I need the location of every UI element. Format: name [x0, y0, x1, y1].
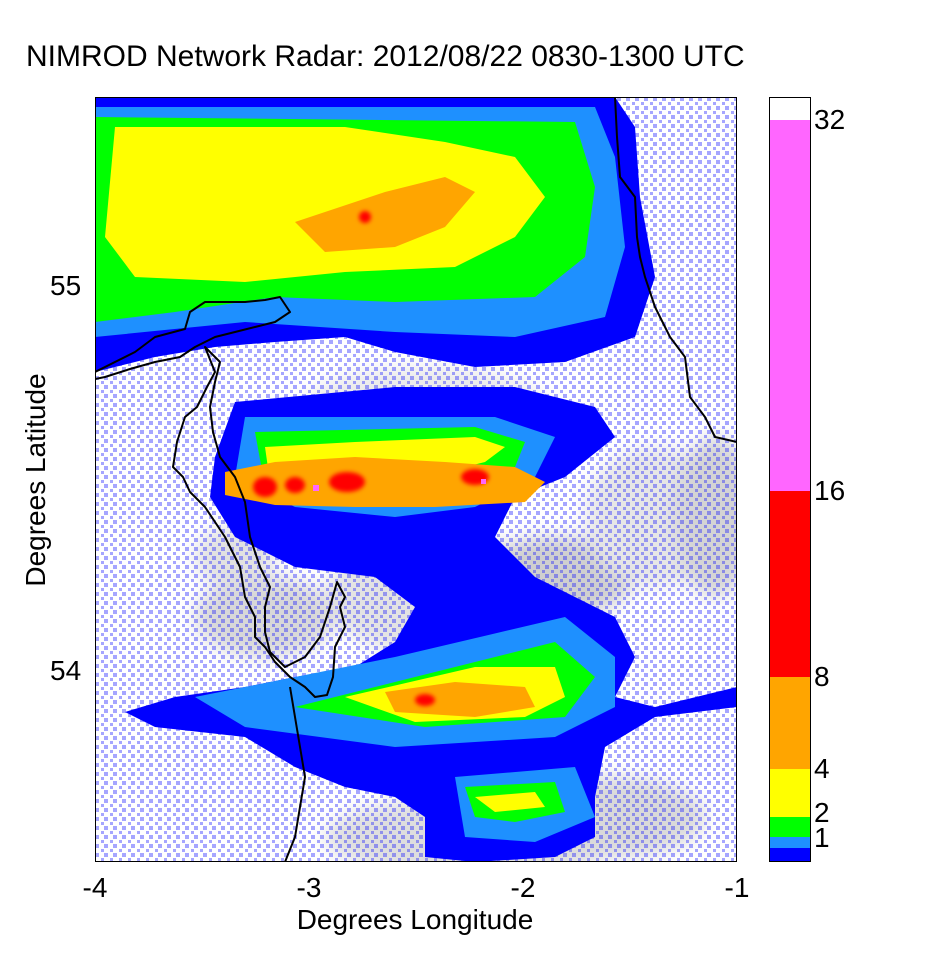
colorbar-segment [769, 677, 811, 769]
coastline-east [614, 97, 737, 443]
colorbar-tick-label: 32 [814, 104, 846, 135]
colorbar [769, 97, 811, 862]
colorbar-segment [769, 120, 811, 491]
colorbar-segment [769, 769, 811, 817]
x-tick-label: -4 [82, 872, 108, 903]
x-tick-label: -2 [510, 872, 536, 903]
plot-frame [95, 97, 737, 862]
y-axis-label: Degrees Latitude [20, 373, 51, 587]
x-axis-label: Degrees Longitude [296, 904, 534, 935]
coastline [95, 296, 346, 698]
y-tick-label: 55 [50, 270, 82, 301]
y-tick-label: 54 [50, 655, 82, 686]
colorbar-segment [769, 837, 811, 848]
precip-level-4 [225, 177, 545, 717]
colorbar-segment [769, 848, 811, 862]
coastline-south [284, 686, 307, 862]
radar-map [95, 97, 737, 862]
colorbar-tick-label: 4 [814, 753, 830, 784]
colorbar-segment [769, 97, 811, 120]
colorbar-tick-label: 1 [814, 822, 830, 853]
x-tick-label: -3 [296, 872, 322, 903]
colorbar-tick-label: 16 [814, 475, 846, 506]
x-tick-label: -1 [724, 872, 750, 903]
colorbar-frame [769, 97, 811, 862]
colorbar-tick-label: 8 [814, 661, 830, 692]
colorbar-tick-label: 2 [814, 797, 830, 828]
colorbar-segment [769, 491, 811, 677]
precip-level-6 [313, 479, 486, 491]
map-title: NIMROD Network Radar: 2012/08/22 0830-13… [26, 40, 745, 73]
colorbar-segment [769, 817, 811, 837]
